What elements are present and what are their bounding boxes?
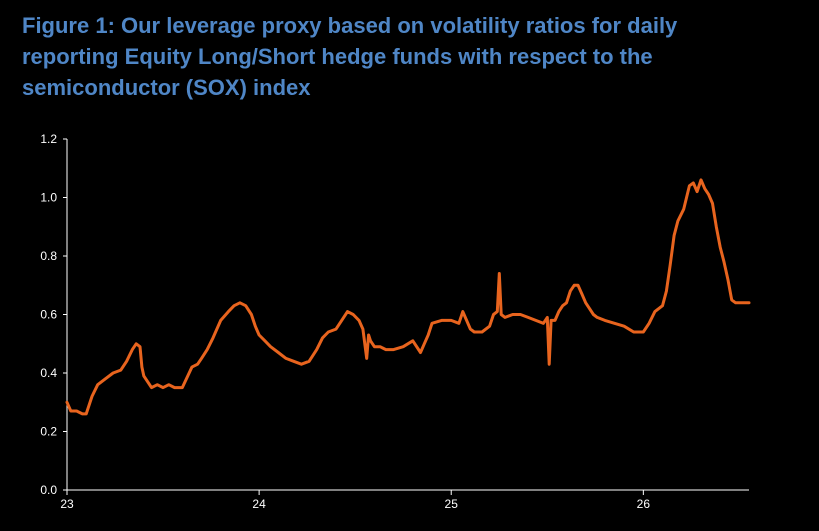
y-tick-label: 0.4 (40, 366, 57, 380)
chart-title: Figure 1: Our leverage proxy based on vo… (22, 10, 802, 103)
x-tick-label: 23 (60, 497, 74, 511)
x-tick-label: 24 (252, 497, 266, 511)
series-line-0 (65, 178, 751, 416)
chart-title-line-1: Figure 1: Our leverage proxy based on vo… (22, 13, 678, 38)
chart-axes (63, 138, 749, 495)
chart-title-line-2: reporting Equity Long/Short hedge funds … (22, 44, 653, 69)
x-tick-label: 25 (445, 497, 459, 511)
y-tick-label: 0.0 (40, 483, 57, 497)
x-tick-label: 26 (637, 497, 651, 511)
y-tick-label: 0.8 (40, 249, 57, 263)
plot-area (65, 178, 751, 416)
y-tick-label: 0.6 (40, 308, 57, 322)
y-tick-label: 0.2 (40, 425, 57, 439)
y-tick-label: 1.2 (40, 132, 57, 146)
tick-labels: 0.0 0.2 0.4 0.6 0.8 1.0 1.2 23 24 25 26 (40, 132, 650, 511)
chart-title-line-3: semiconductor (SOX) index (22, 75, 311, 100)
y-tick-label: 1.0 (40, 191, 57, 205)
